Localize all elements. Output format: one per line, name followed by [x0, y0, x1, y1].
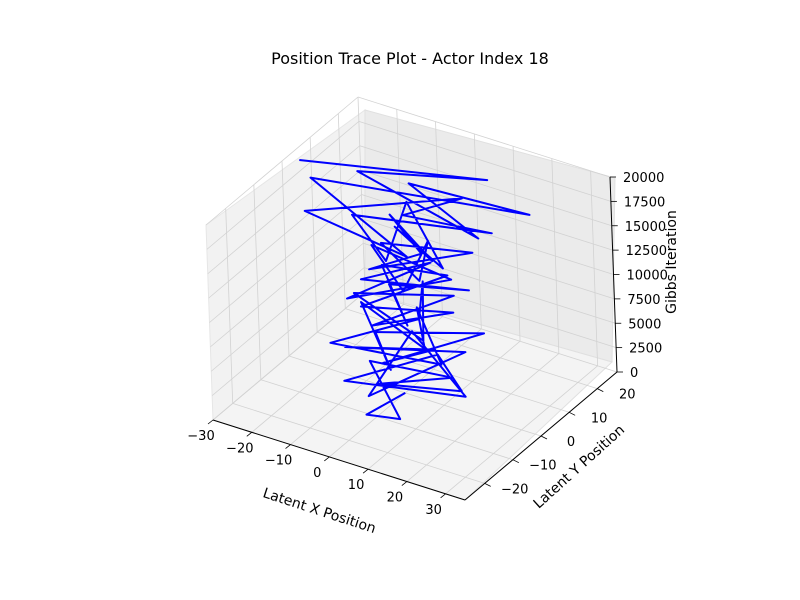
z-grid-line — [206, 121, 360, 250]
tick-labels: −30−20−100102030−20−10010200250050007500… — [187, 171, 668, 518]
y-grid-line — [260, 379, 513, 461]
x-tick-label: −10 — [265, 454, 292, 469]
z-tick-label: 0 — [630, 366, 638, 381]
x-tick-mark — [246, 431, 253, 437]
y-tick-label: 20 — [619, 388, 636, 403]
y-tick-mark — [597, 388, 604, 392]
z-grid-line — [208, 169, 361, 299]
trace-line — [299, 159, 531, 421]
x-tick-mark — [207, 419, 214, 425]
x-tick-mark — [440, 493, 446, 499]
x-tick-label: −30 — [187, 429, 214, 444]
y-tick-mark — [512, 459, 520, 464]
axis-lines — [207, 176, 623, 501]
z-grid-line — [212, 291, 366, 421]
z-grid-line — [210, 242, 364, 372]
y-tick-mark — [540, 435, 548, 440]
x-tick-label: 20 — [387, 491, 404, 506]
chart-title: Position Trace Plot - Actor Index 18 — [271, 49, 549, 68]
x-tick-mark — [362, 468, 369, 474]
z-grid-line — [209, 194, 362, 323]
y-tick-mark — [568, 411, 576, 416]
y-tick-mark — [484, 483, 491, 487]
z-grid-line — [364, 291, 618, 373]
z-tick-label: 20000 — [623, 171, 664, 186]
y-grid-line — [232, 403, 485, 484]
z-tick-label: 7500 — [627, 293, 660, 308]
z-axis-label: Gibbs Iteration — [664, 210, 680, 314]
axes-panes — [205, 109, 616, 501]
z-tick-label: 2500 — [629, 342, 662, 357]
x-axis-line — [212, 419, 466, 501]
y-tick-label: 0 — [567, 435, 575, 450]
z-grid-line — [357, 96, 611, 178]
y-axis-line — [464, 371, 618, 501]
x-tick-mark — [324, 456, 330, 462]
y-grid-line — [317, 331, 570, 413]
y-tick-label: 10 — [591, 411, 608, 426]
z-tick-label: 12500 — [626, 244, 667, 259]
z-tick-label: 17500 — [624, 195, 665, 210]
z-grid-line — [211, 267, 365, 396]
y-grid-line — [288, 355, 542, 437]
z-grid-line — [364, 267, 617, 349]
z-grid-line — [207, 145, 361, 275]
x-tick-label: 30 — [425, 503, 442, 518]
z-tick-label: 15000 — [625, 220, 666, 235]
y-tick-label: −20 — [501, 482, 528, 497]
trace-series-line — [299, 159, 531, 421]
z-grid-line — [359, 145, 612, 227]
x-tick-mark — [285, 444, 291, 449]
x-tick-label: −20 — [226, 441, 253, 456]
x-tick-mark — [401, 481, 408, 486]
z-tick-label: 10000 — [627, 269, 668, 284]
z-tick-label: 5000 — [628, 317, 661, 332]
z-grid-line — [358, 120, 611, 202]
x-tick-label: 0 — [313, 466, 321, 481]
x-tick-label: 10 — [348, 478, 365, 493]
z-grid-line — [360, 169, 613, 251]
z-grid-line — [205, 96, 359, 226]
z-axis-line — [609, 176, 618, 373]
y-tick-label: −10 — [529, 459, 556, 474]
z-grid-line — [210, 218, 363, 348]
